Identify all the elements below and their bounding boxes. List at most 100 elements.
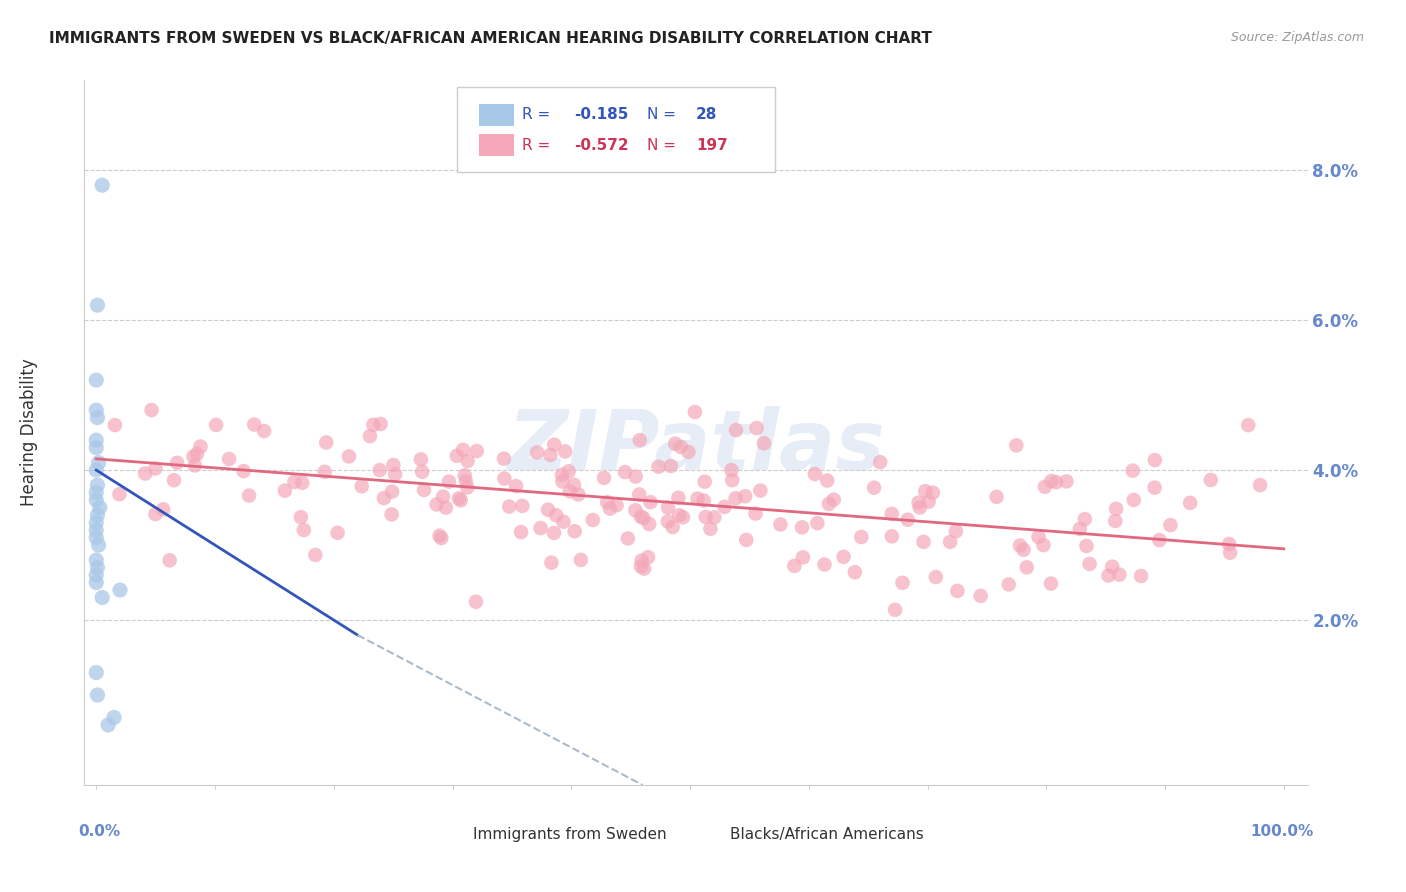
Text: R =: R = xyxy=(522,107,551,122)
Point xyxy=(693,475,716,489)
Point xyxy=(593,471,616,485)
Point xyxy=(897,513,920,527)
Y-axis label: Hearing Disability: Hearing Disability xyxy=(20,359,38,507)
Point xyxy=(546,508,568,523)
Point xyxy=(844,566,866,580)
Point xyxy=(564,524,586,539)
Text: N =: N = xyxy=(647,107,676,122)
Point xyxy=(914,484,936,499)
Point xyxy=(243,417,266,432)
Point xyxy=(1039,576,1062,591)
Point xyxy=(624,469,647,483)
Point xyxy=(1012,542,1035,557)
Point xyxy=(945,524,967,539)
Point xyxy=(437,475,460,489)
Point xyxy=(554,444,576,458)
Point xyxy=(745,421,768,435)
Point xyxy=(373,491,395,505)
Point xyxy=(657,500,679,515)
Point xyxy=(359,429,381,443)
Point xyxy=(103,710,125,724)
Point xyxy=(703,510,725,524)
Point xyxy=(91,591,114,605)
Point xyxy=(614,465,637,479)
Point xyxy=(946,583,969,598)
Point xyxy=(1054,475,1077,489)
Point xyxy=(1149,533,1171,547)
Point xyxy=(454,475,477,489)
Point xyxy=(813,558,835,572)
Point xyxy=(291,475,314,490)
Point xyxy=(1015,560,1038,574)
Point xyxy=(815,474,838,488)
Point xyxy=(749,483,772,498)
Point xyxy=(668,508,690,523)
Point xyxy=(84,553,107,567)
Point xyxy=(1045,475,1067,490)
Point xyxy=(558,484,581,499)
Point xyxy=(84,493,107,508)
Point xyxy=(540,556,562,570)
Point xyxy=(818,497,841,511)
Point xyxy=(184,458,207,473)
Text: IMMIGRANTS FROM SWEDEN VS BLACK/AFRICAN AMERICAN HEARING DISABILITY CORRELATION : IMMIGRANTS FROM SWEDEN VS BLACK/AFRICAN … xyxy=(49,31,932,46)
Text: -0.185: -0.185 xyxy=(574,107,628,122)
Point xyxy=(724,423,747,437)
Point xyxy=(456,480,478,494)
Point xyxy=(166,456,188,470)
Point xyxy=(537,502,560,516)
Point xyxy=(997,577,1019,591)
Point xyxy=(880,529,903,543)
Point xyxy=(1005,438,1028,452)
Point xyxy=(1074,512,1097,526)
Point xyxy=(921,485,943,500)
Point xyxy=(628,433,651,447)
Point xyxy=(1219,546,1241,560)
Point xyxy=(510,525,533,540)
Point xyxy=(87,538,110,552)
Point xyxy=(908,500,931,515)
Point xyxy=(253,424,276,438)
Point xyxy=(190,440,212,454)
Point xyxy=(145,507,167,521)
Point xyxy=(637,550,659,565)
Point xyxy=(163,473,186,487)
Point xyxy=(1032,538,1054,552)
Point xyxy=(1101,559,1123,574)
Point xyxy=(939,535,962,549)
Point xyxy=(498,500,520,514)
Point xyxy=(84,516,107,530)
Point xyxy=(832,549,855,564)
Text: Blacks/African Americans: Blacks/African Americans xyxy=(730,828,924,842)
Point xyxy=(465,595,488,609)
Text: R =: R = xyxy=(522,137,551,153)
Point xyxy=(1008,539,1031,553)
Point xyxy=(1097,568,1119,582)
Point xyxy=(526,445,548,459)
Point xyxy=(907,496,929,510)
Point xyxy=(806,516,828,530)
Text: -0.572: -0.572 xyxy=(574,137,628,153)
Point xyxy=(783,558,806,573)
Point xyxy=(661,520,683,534)
Point xyxy=(1122,492,1144,507)
Point xyxy=(86,410,108,425)
Point xyxy=(657,515,679,529)
Point xyxy=(87,456,110,470)
Point xyxy=(567,487,589,501)
Point xyxy=(350,479,373,493)
Point xyxy=(86,560,108,574)
Point xyxy=(1028,530,1050,544)
Point xyxy=(557,464,579,478)
Point xyxy=(659,458,682,473)
Point xyxy=(695,509,717,524)
Point xyxy=(1199,473,1222,487)
Point xyxy=(183,450,205,464)
Point xyxy=(108,487,131,501)
Point xyxy=(713,500,735,514)
Point xyxy=(152,502,174,516)
Point xyxy=(669,440,692,454)
Point xyxy=(582,513,605,527)
Point xyxy=(562,478,585,492)
Point xyxy=(884,603,907,617)
